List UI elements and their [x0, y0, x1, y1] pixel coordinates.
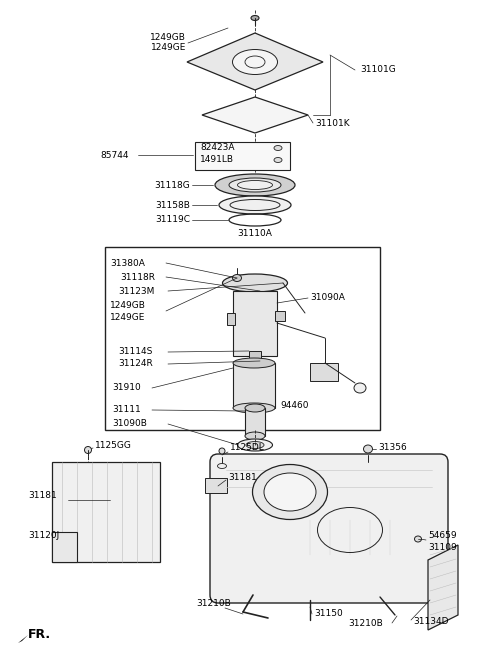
Text: 31101K: 31101K — [315, 118, 349, 127]
Text: 1249GE: 1249GE — [151, 43, 186, 53]
Ellipse shape — [215, 174, 295, 196]
Text: 31158B: 31158B — [155, 200, 190, 210]
Text: 31123M: 31123M — [118, 286, 155, 296]
Ellipse shape — [233, 358, 275, 368]
Text: 31118G: 31118G — [154, 181, 190, 189]
FancyBboxPatch shape — [210, 454, 448, 603]
Bar — [310, 363, 338, 381]
Bar — [52, 532, 77, 562]
Text: 31910: 31910 — [112, 384, 141, 392]
Text: 31101G: 31101G — [360, 66, 396, 74]
Text: 31210B: 31210B — [196, 599, 231, 608]
Text: 31110A: 31110A — [238, 229, 273, 237]
Text: 1249GB: 1249GB — [110, 300, 146, 309]
Bar — [205, 478, 227, 493]
Text: 31210B: 31210B — [348, 620, 383, 629]
Text: 1249GE: 1249GE — [110, 313, 145, 321]
Ellipse shape — [245, 432, 265, 440]
Ellipse shape — [223, 274, 288, 292]
Text: 31380A: 31380A — [110, 258, 145, 267]
Text: 31134D: 31134D — [413, 618, 448, 627]
Text: 31119C: 31119C — [155, 215, 190, 225]
Polygon shape — [202, 97, 308, 133]
Polygon shape — [428, 545, 458, 630]
Bar — [105, 247, 380, 430]
Ellipse shape — [232, 49, 277, 74]
Text: 1491LB: 1491LB — [200, 156, 234, 164]
Text: 1249GB: 1249GB — [150, 34, 186, 43]
Bar — [249, 351, 261, 359]
Text: 31109: 31109 — [428, 543, 457, 551]
Ellipse shape — [238, 439, 273, 451]
Ellipse shape — [274, 158, 282, 162]
Ellipse shape — [238, 181, 273, 189]
Bar — [195, 142, 290, 170]
Text: 94460: 94460 — [280, 401, 309, 409]
Text: 54659: 54659 — [428, 532, 456, 541]
Ellipse shape — [245, 404, 265, 412]
Ellipse shape — [274, 145, 282, 150]
Text: 31090B: 31090B — [112, 420, 147, 428]
Ellipse shape — [232, 275, 241, 281]
Bar — [52, 462, 160, 562]
Text: 31356: 31356 — [378, 443, 407, 451]
Bar — [245, 408, 265, 436]
Text: 31114S: 31114S — [118, 348, 152, 357]
Ellipse shape — [251, 16, 259, 20]
Text: 31118R: 31118R — [120, 273, 155, 281]
Ellipse shape — [264, 473, 316, 511]
Text: 31150: 31150 — [314, 610, 343, 618]
Ellipse shape — [217, 463, 227, 468]
Text: 1125GG: 1125GG — [95, 442, 132, 451]
Ellipse shape — [363, 445, 372, 453]
Bar — [233, 291, 277, 356]
Text: FR.: FR. — [28, 629, 51, 641]
Text: 31111: 31111 — [112, 405, 141, 415]
Text: 31124R: 31124R — [118, 359, 153, 369]
Ellipse shape — [233, 403, 275, 413]
Text: 31090A: 31090A — [310, 294, 345, 302]
Polygon shape — [187, 33, 323, 90]
Text: 82423A: 82423A — [200, 143, 235, 152]
Ellipse shape — [415, 536, 421, 542]
Ellipse shape — [252, 464, 327, 520]
Ellipse shape — [219, 196, 291, 214]
Ellipse shape — [246, 442, 264, 449]
Ellipse shape — [354, 383, 366, 393]
Ellipse shape — [229, 178, 281, 192]
Text: 1125DL: 1125DL — [230, 443, 265, 451]
Bar — [275, 311, 285, 321]
Text: 31181: 31181 — [228, 474, 257, 482]
Text: 31181: 31181 — [28, 491, 57, 499]
Bar — [227, 313, 235, 325]
Text: 85744: 85744 — [100, 150, 129, 160]
Polygon shape — [18, 635, 28, 643]
Ellipse shape — [84, 447, 92, 453]
Bar — [233, 363, 275, 408]
Text: 31120J: 31120J — [28, 530, 59, 539]
Ellipse shape — [219, 448, 225, 454]
